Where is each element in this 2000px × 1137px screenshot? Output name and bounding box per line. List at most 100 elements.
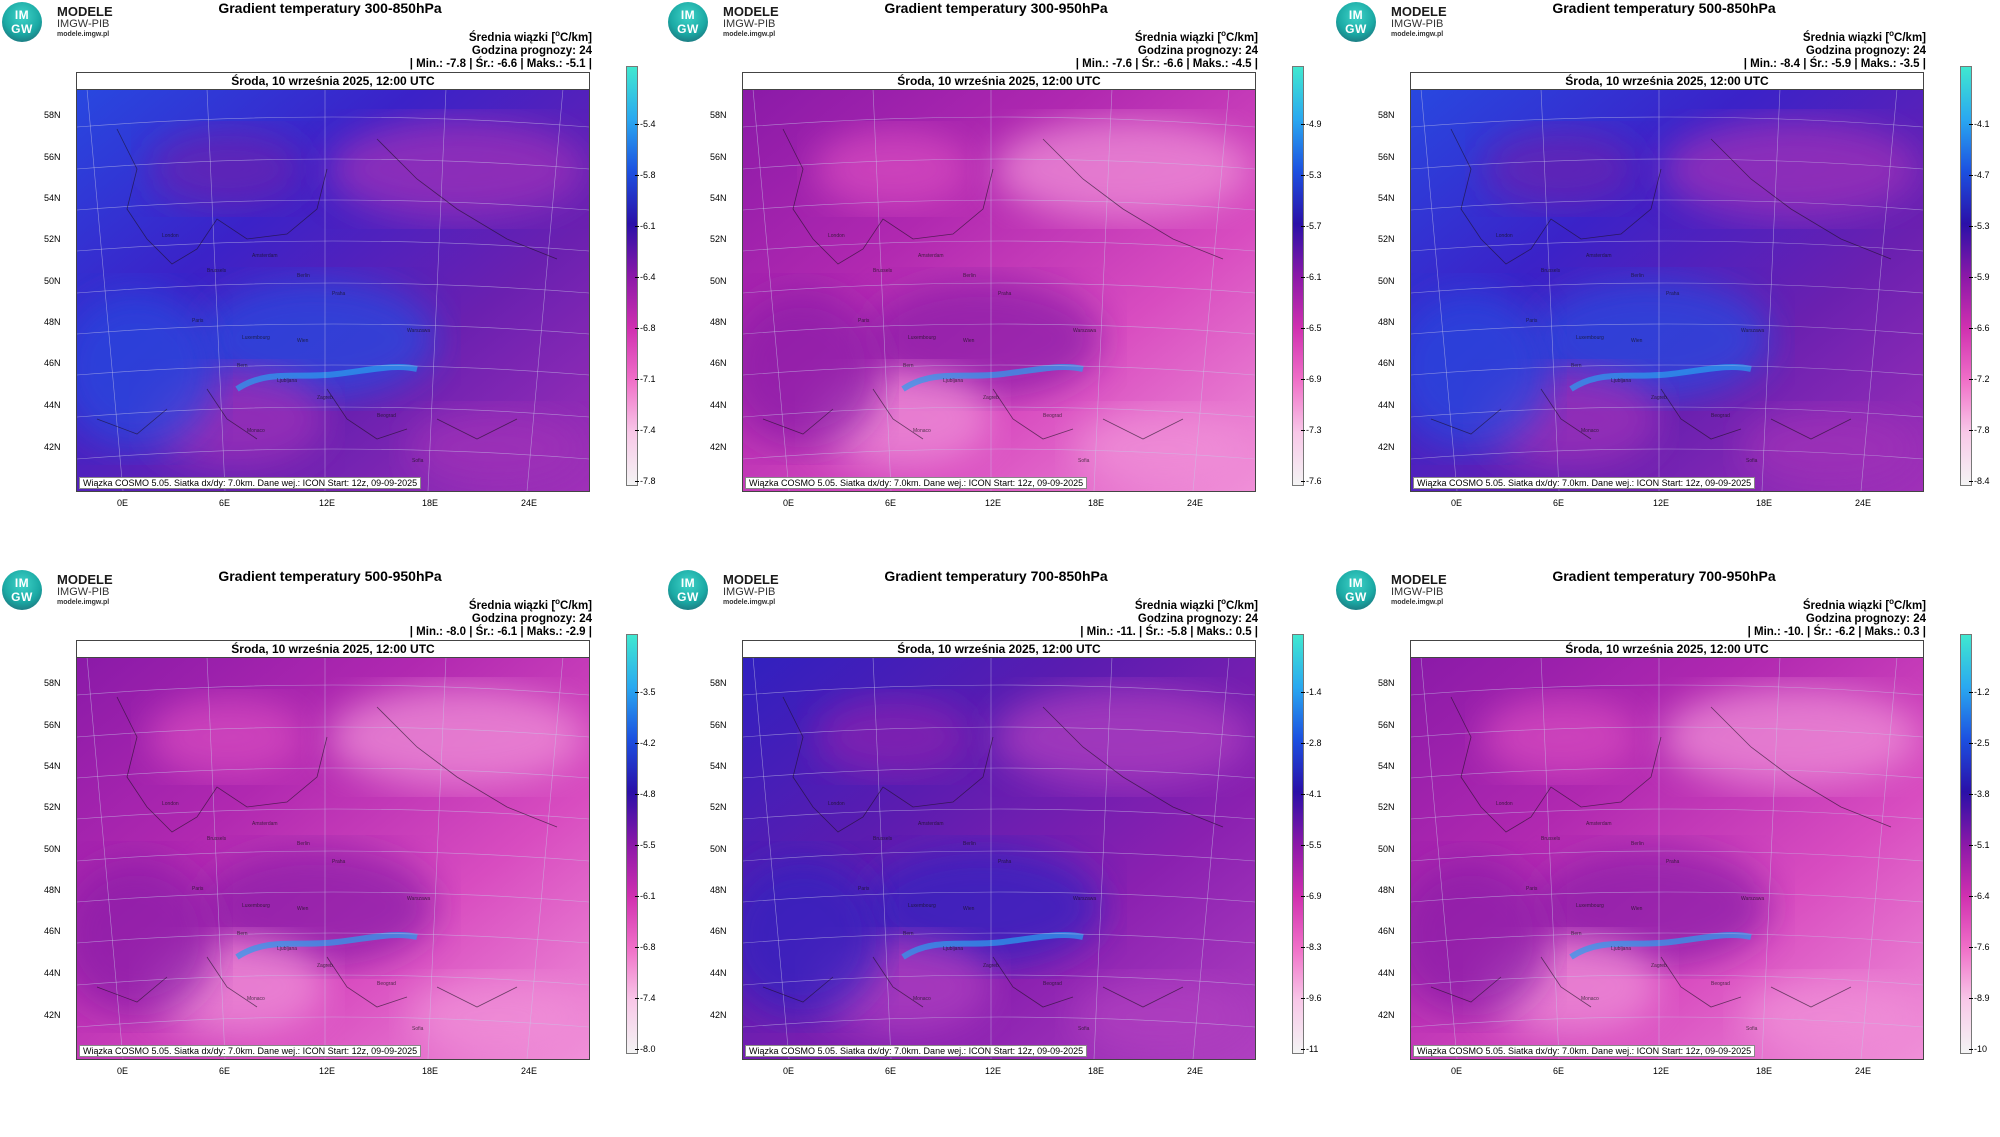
city-label: Zagreb xyxy=(317,963,333,969)
city-label: Ljubljana xyxy=(943,946,964,952)
city-label: Beograd xyxy=(1043,981,1062,987)
lat-label: 42N xyxy=(44,442,61,452)
city-label: Warszawa xyxy=(407,896,431,902)
colorbar-tick: -9.6 xyxy=(1301,993,1322,1003)
colorbar-tick: -7.4 xyxy=(635,425,656,435)
lat-label: 44N xyxy=(1378,400,1395,410)
colorbar-tick: -11 xyxy=(1300,1044,1319,1054)
city-label: Berlin xyxy=(297,273,310,279)
lat-label: 48N xyxy=(710,317,727,327)
lat-label: 44N xyxy=(44,400,61,410)
imgw-logo-badge: IM GW xyxy=(668,2,708,42)
city-label: Berlin xyxy=(963,841,976,847)
logo-line1: MODELE xyxy=(1391,572,1447,587)
forecast-hour: Godzina prognozy: 24 xyxy=(1137,612,1258,625)
lon-label: 12E xyxy=(1653,1066,1670,1076)
colorbar-tick: -6.1 xyxy=(635,891,656,901)
logo-line2: IMGW-PIB xyxy=(723,18,776,30)
city-label: Berlin xyxy=(297,841,310,847)
city-label: Bern xyxy=(237,931,248,937)
unit-label: Średnia wiązki [oC/km] xyxy=(468,29,592,44)
forecast-hour: Godzina prognozy: 24 xyxy=(471,44,592,57)
lat-label: 50N xyxy=(1378,276,1395,286)
colorbar-tick: -4.8 xyxy=(635,789,656,799)
logo-url: modele.imgw.pl xyxy=(723,31,776,38)
lat-label: 44N xyxy=(44,968,61,978)
city-label: Amsterdam xyxy=(918,821,944,827)
colorbar-tick: -6.9 xyxy=(1301,891,1322,901)
logo-line2: IMGW-PIB xyxy=(57,18,110,30)
city-label: Brussels xyxy=(1541,836,1561,842)
map-area: Środa, 10 września 2025, 12:00 UTC London… xyxy=(76,72,590,492)
city-label: Beograd xyxy=(1711,413,1730,419)
lon-label: 0E xyxy=(117,1066,129,1076)
unit-label: Średnia wiązki [oC/km] xyxy=(468,597,592,612)
colorbar-tick: -5.5 xyxy=(1301,840,1322,850)
colorbar xyxy=(1292,66,1304,486)
lat-label: 54N xyxy=(710,193,727,203)
city-label: Paris xyxy=(1526,318,1538,324)
lat-label: 58N xyxy=(710,678,727,688)
colorbar-tick: -8.4 xyxy=(1969,476,1990,486)
colorbar-tick: -6.1 xyxy=(635,221,656,231)
colorbar-tick: -6.4 xyxy=(635,272,656,282)
city-label: Wien xyxy=(297,906,309,912)
colorbar-tick: -6.5 xyxy=(1301,323,1322,333)
gradient-field xyxy=(743,657,1255,1059)
city-label: Sofia xyxy=(1078,458,1090,464)
colorbar-tick: -6.6 xyxy=(1969,323,1990,333)
valid-date: Środa, 10 września 2025, 12:00 UTC xyxy=(1411,73,1923,90)
colorbar-tick: -5.1 xyxy=(1969,840,1990,850)
lat-label: 46N xyxy=(710,926,727,936)
chart-title: Gradient temperatury 500-950hPa xyxy=(218,568,442,584)
city-label: Luxembourg xyxy=(1576,335,1604,341)
logo-badge-top: IM xyxy=(14,576,30,590)
lat-label: 50N xyxy=(710,276,727,286)
forecast-hour: Godzina prognozy: 24 xyxy=(1137,44,1258,57)
city-label: Ljubljana xyxy=(277,378,298,384)
city-label: Beograd xyxy=(377,413,396,419)
city-label: Ljubljana xyxy=(943,378,964,384)
imgw-logo-badge: IM GW xyxy=(2,570,42,610)
city-label: Zagreb xyxy=(1651,395,1667,401)
gradient-field xyxy=(743,89,1255,491)
city-label: Wien xyxy=(963,906,975,912)
map-area: Środa, 10 września 2025, 12:00 UTC London… xyxy=(742,640,1256,1060)
colorbar-tick: -6.8 xyxy=(635,323,656,333)
min-mean-max: | Min.: -7.6 | Śr.: -6.6 | Maks.: -4.5 | xyxy=(1075,57,1258,70)
valid-date: Środa, 10 września 2025, 12:00 UTC xyxy=(743,73,1255,90)
valid-date: Środa, 10 września 2025, 12:00 UTC xyxy=(1411,641,1923,658)
logo-line2: IMGW-PIB xyxy=(57,586,110,598)
unit-label: Średnia wiązki [oC/km] xyxy=(1802,597,1926,612)
lat-label: 52N xyxy=(1378,234,1395,244)
lat-label: 46N xyxy=(710,358,727,368)
lon-label: 0E xyxy=(783,498,795,508)
city-label: Praha xyxy=(998,859,1012,865)
min-mean-max: | Min.: -8.4 | Śr.: -5.9 | Maks.: -3.5 | xyxy=(1743,57,1926,70)
logo-url: modele.imgw.pl xyxy=(57,31,110,38)
city-label: Monaco xyxy=(1581,996,1599,1002)
lon-label: 18E xyxy=(1088,498,1105,508)
city-label: Praha xyxy=(332,291,346,297)
city-label: London xyxy=(162,801,179,807)
city-label: Beograd xyxy=(1043,413,1062,419)
logo-line1: MODELE xyxy=(1391,4,1447,19)
city-label: Zagreb xyxy=(1651,963,1667,969)
stats-block: Średnia wiązki [oC/km] Godzina prognozy: … xyxy=(1744,27,1926,71)
gradient-field xyxy=(1411,89,1923,491)
imgw-logo-badge: IM GW xyxy=(668,570,708,610)
lat-label: 42N xyxy=(710,1010,727,1020)
colorbar-tick: -7.8 xyxy=(635,476,656,486)
lat-label: 48N xyxy=(44,885,61,895)
model-footer: Wiązka COSMO 5.05. Siatka dx/dy: 7.0km. … xyxy=(745,477,1088,489)
min-mean-max: | Min.: -11. | Śr.: -5.8 | Maks.: 0.5 | xyxy=(1080,625,1258,638)
map-area: Środa, 10 września 2025, 12:00 UTC London… xyxy=(1410,640,1924,1060)
min-mean-max: | Min.: -10. | Śr.: -6.2 | Maks.: 0.3 | xyxy=(1747,625,1926,638)
colorbar-tick: -7.2 xyxy=(1969,374,1990,384)
city-label: Paris xyxy=(1526,886,1538,892)
city-label: Luxembourg xyxy=(908,335,936,341)
logo-badge-bottom: GW xyxy=(677,590,699,604)
stats-block: Średnia wiązki [oC/km] Godzina prognozy: … xyxy=(1748,595,1926,639)
logo-url: modele.imgw.pl xyxy=(57,599,110,606)
city-label: Warszawa xyxy=(1073,896,1097,902)
